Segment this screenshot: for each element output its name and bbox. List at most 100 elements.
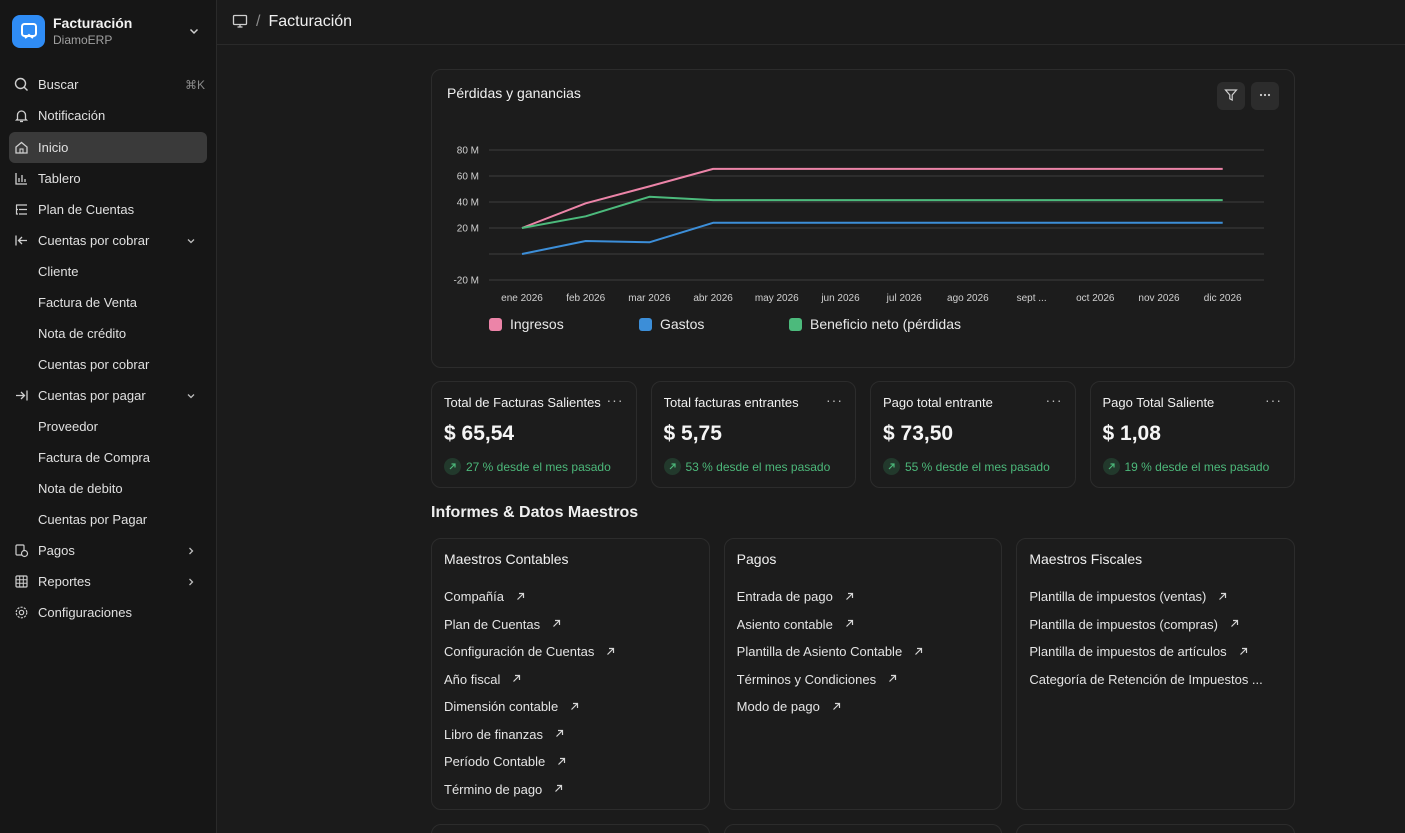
legend-label: Beneficio neto (pérdidas: [810, 316, 961, 332]
x-tick-label: nov 2026: [1138, 293, 1180, 304]
sidebar-item-plan-de-cuentas[interactable]: Plan de Cuentas: [9, 194, 207, 225]
sidebar-item-proveedor[interactable]: Proveedor: [9, 411, 207, 442]
stat-card-facturas-entrantes[interactable]: Total facturas entrantes ··· $ 5,75 53 %…: [650, 381, 856, 488]
stat-card-pago-entrante[interactable]: Pago total entrante ··· $ 73,50 55 % des…: [870, 381, 1076, 488]
x-tick-label: sept ...: [1017, 293, 1047, 304]
page-title[interactable]: Facturación: [268, 13, 353, 30]
sidebar-item-cuentas-por-pagar[interactable]: Cuentas por pagar: [9, 380, 207, 411]
arrow-up-right-icon: [1230, 619, 1240, 629]
stat-more-button[interactable]: ···: [826, 392, 843, 408]
report-link-label: Plantilla de impuestos (ventas): [1029, 589, 1207, 605]
report-link[interactable]: Términos y Condiciones: [737, 666, 990, 694]
series-line: [521, 195, 1223, 229]
chevron-down-icon: [185, 22, 203, 40]
report-link[interactable]: Configuración de Cuentas: [444, 638, 697, 666]
report-link[interactable]: Compañía: [444, 583, 697, 611]
legend-item-gastos: Gastos: [639, 316, 789, 332]
workspace-switcher[interactable]: Facturación DiamoERP: [9, 10, 207, 52]
report-link[interactable]: Plan de Cuentas: [444, 611, 697, 639]
trend-up-icon: [1102, 458, 1120, 475]
report-link[interactable]: Término de pago: [444, 776, 697, 804]
x-tick-label: dic 2026: [1204, 293, 1242, 304]
sidebar-item-tablero[interactable]: Tablero: [9, 163, 207, 194]
sidebar-item-configuraciones[interactable]: Configuraciones: [9, 597, 207, 628]
stat-title: Pago Total Saliente: [1102, 395, 1215, 410]
report-link[interactable]: Dimensión contable: [444, 693, 697, 721]
x-tick-label: ene 2026: [501, 293, 543, 304]
app-subtitle: DiamoERP: [53, 32, 113, 47]
bar-chart-icon: [13, 171, 29, 187]
y-tick-label: 60 M: [457, 172, 479, 183]
legend-swatch: [789, 317, 802, 331]
list-tree-icon: [13, 202, 29, 218]
arrow-up-right-icon: [570, 702, 580, 712]
sidebar-item-inicio[interactable]: Inicio: [9, 132, 207, 163]
stat-card-pago-saliente[interactable]: Pago Total Saliente ··· $ 1,08 19 % desd…: [1089, 381, 1295, 488]
x-tick-label: jul 2026: [886, 293, 922, 304]
breadcrumb: / Facturación: [217, 0, 1405, 45]
arrow-up-right-icon: [832, 702, 842, 712]
line-chart: 80 M 60 M 40 M 20 M -20 M ene 2026 feb 2026 mar…: [453, 146, 1264, 304]
report-link[interactable]: Entrada de pago: [737, 583, 990, 611]
stat-more-button[interactable]: ···: [1265, 392, 1282, 408]
stat-more-button[interactable]: ···: [1045, 392, 1063, 408]
arrow-up-right-icon: [512, 674, 522, 684]
sidebar-item-label: Factura de Venta: [38, 295, 138, 310]
table-icon: [13, 574, 29, 590]
trend-up-icon: [444, 458, 461, 475]
sidebar-item-nota-de-debito[interactable]: Nota de debito: [9, 473, 207, 504]
arrow-up-right-icon: [606, 647, 616, 657]
legend-label: Gastos: [660, 316, 705, 332]
arrow-up-right-icon: [888, 674, 898, 684]
home-icon: [13, 140, 29, 156]
search-label: Buscar: [38, 77, 79, 92]
report-card-title: Maestros Fiscales: [1029, 551, 1143, 567]
sidebar-item-cliente[interactable]: Cliente: [9, 256, 207, 287]
more-horizontal-icon: [1258, 88, 1272, 105]
sidebar-item-factura-de-compra[interactable]: Factura de Compra: [9, 442, 207, 473]
stat-card-facturas-salientes[interactable]: Total de Facturas Salientes ··· $ 65,54 …: [431, 381, 637, 488]
notifications-button[interactable]: Notificación: [9, 100, 207, 131]
filter-button[interactable]: [1217, 82, 1245, 110]
legend-item-beneficio-neto: Beneficio neto (pérdidas: [789, 316, 961, 332]
report-link[interactable]: Período Contable: [444, 748, 697, 776]
sidebar-item-cuentas-por-pagar-report[interactable]: Cuentas por Pagar: [9, 504, 207, 535]
sidebar-item-label: Cuentas por pagar: [38, 388, 146, 403]
x-tick-label: jun 2026: [820, 293, 860, 304]
desktop-icon: [232, 13, 248, 32]
sidebar-item-factura-de-venta[interactable]: Factura de Venta: [9, 287, 207, 318]
sidebar-item-pagos[interactable]: Pagos: [9, 535, 207, 566]
report-link[interactable]: Plantilla de impuestos de artículos: [1029, 638, 1282, 666]
y-tick-label: -20 M: [453, 276, 479, 287]
legend-label: Ingresos: [510, 316, 564, 332]
stat-title: Pago total entrante: [883, 395, 993, 410]
stat-trend: 53 % desde el mes pasado: [663, 458, 844, 475]
stat-trend: 55 % desde el mes pasado: [883, 458, 1063, 475]
more-options-button[interactable]: [1251, 82, 1279, 110]
report-link[interactable]: Libro de finanzas: [444, 721, 697, 749]
sidebar-item-cuentas-por-cobrar-report[interactable]: Cuentas por cobrar: [9, 349, 207, 380]
chevron-down-icon: [183, 233, 199, 249]
report-card: [431, 824, 710, 833]
sidebar-item-cuentas-por-cobrar[interactable]: Cuentas por cobrar: [9, 225, 207, 256]
stat-more-button[interactable]: ···: [606, 392, 624, 408]
report-link[interactable]: Plantilla de impuestos (compras): [1029, 611, 1282, 639]
report-link[interactable]: Plantilla de impuestos (ventas): [1029, 583, 1282, 611]
stat-title: Total facturas entrantes: [663, 395, 799, 410]
report-link[interactable]: Asiento contable: [737, 611, 990, 639]
arrow-up-right-icon: [914, 647, 924, 657]
report-card: Pagos Entrada de pago Asiento contable Plan…: [723, 538, 1003, 810]
report-link[interactable]: Modo de pago: [737, 693, 990, 721]
sidebar-item-nota-de-credito[interactable]: Nota de crédito: [9, 318, 207, 349]
report-link[interactable]: Categoría de Retención de Impuestos ...: [1029, 666, 1282, 694]
search-button[interactable]: Buscar ⌘K: [9, 69, 207, 100]
report-link[interactable]: Año fiscal: [444, 666, 697, 694]
report-link-label: Entrada de pago: [736, 589, 833, 605]
payments-icon: [13, 543, 29, 559]
report-link[interactable]: Plantilla de Asiento Contable: [737, 638, 990, 666]
report-card: Maestros Fiscales Plantilla de impuestos …: [1016, 538, 1296, 810]
arrow-up-right-icon: [1239, 647, 1249, 657]
sidebar-item-reportes[interactable]: Reportes: [9, 566, 207, 597]
sidebar-item-label: Tablero: [38, 171, 81, 186]
y-tick-label: 40 M: [457, 198, 479, 209]
